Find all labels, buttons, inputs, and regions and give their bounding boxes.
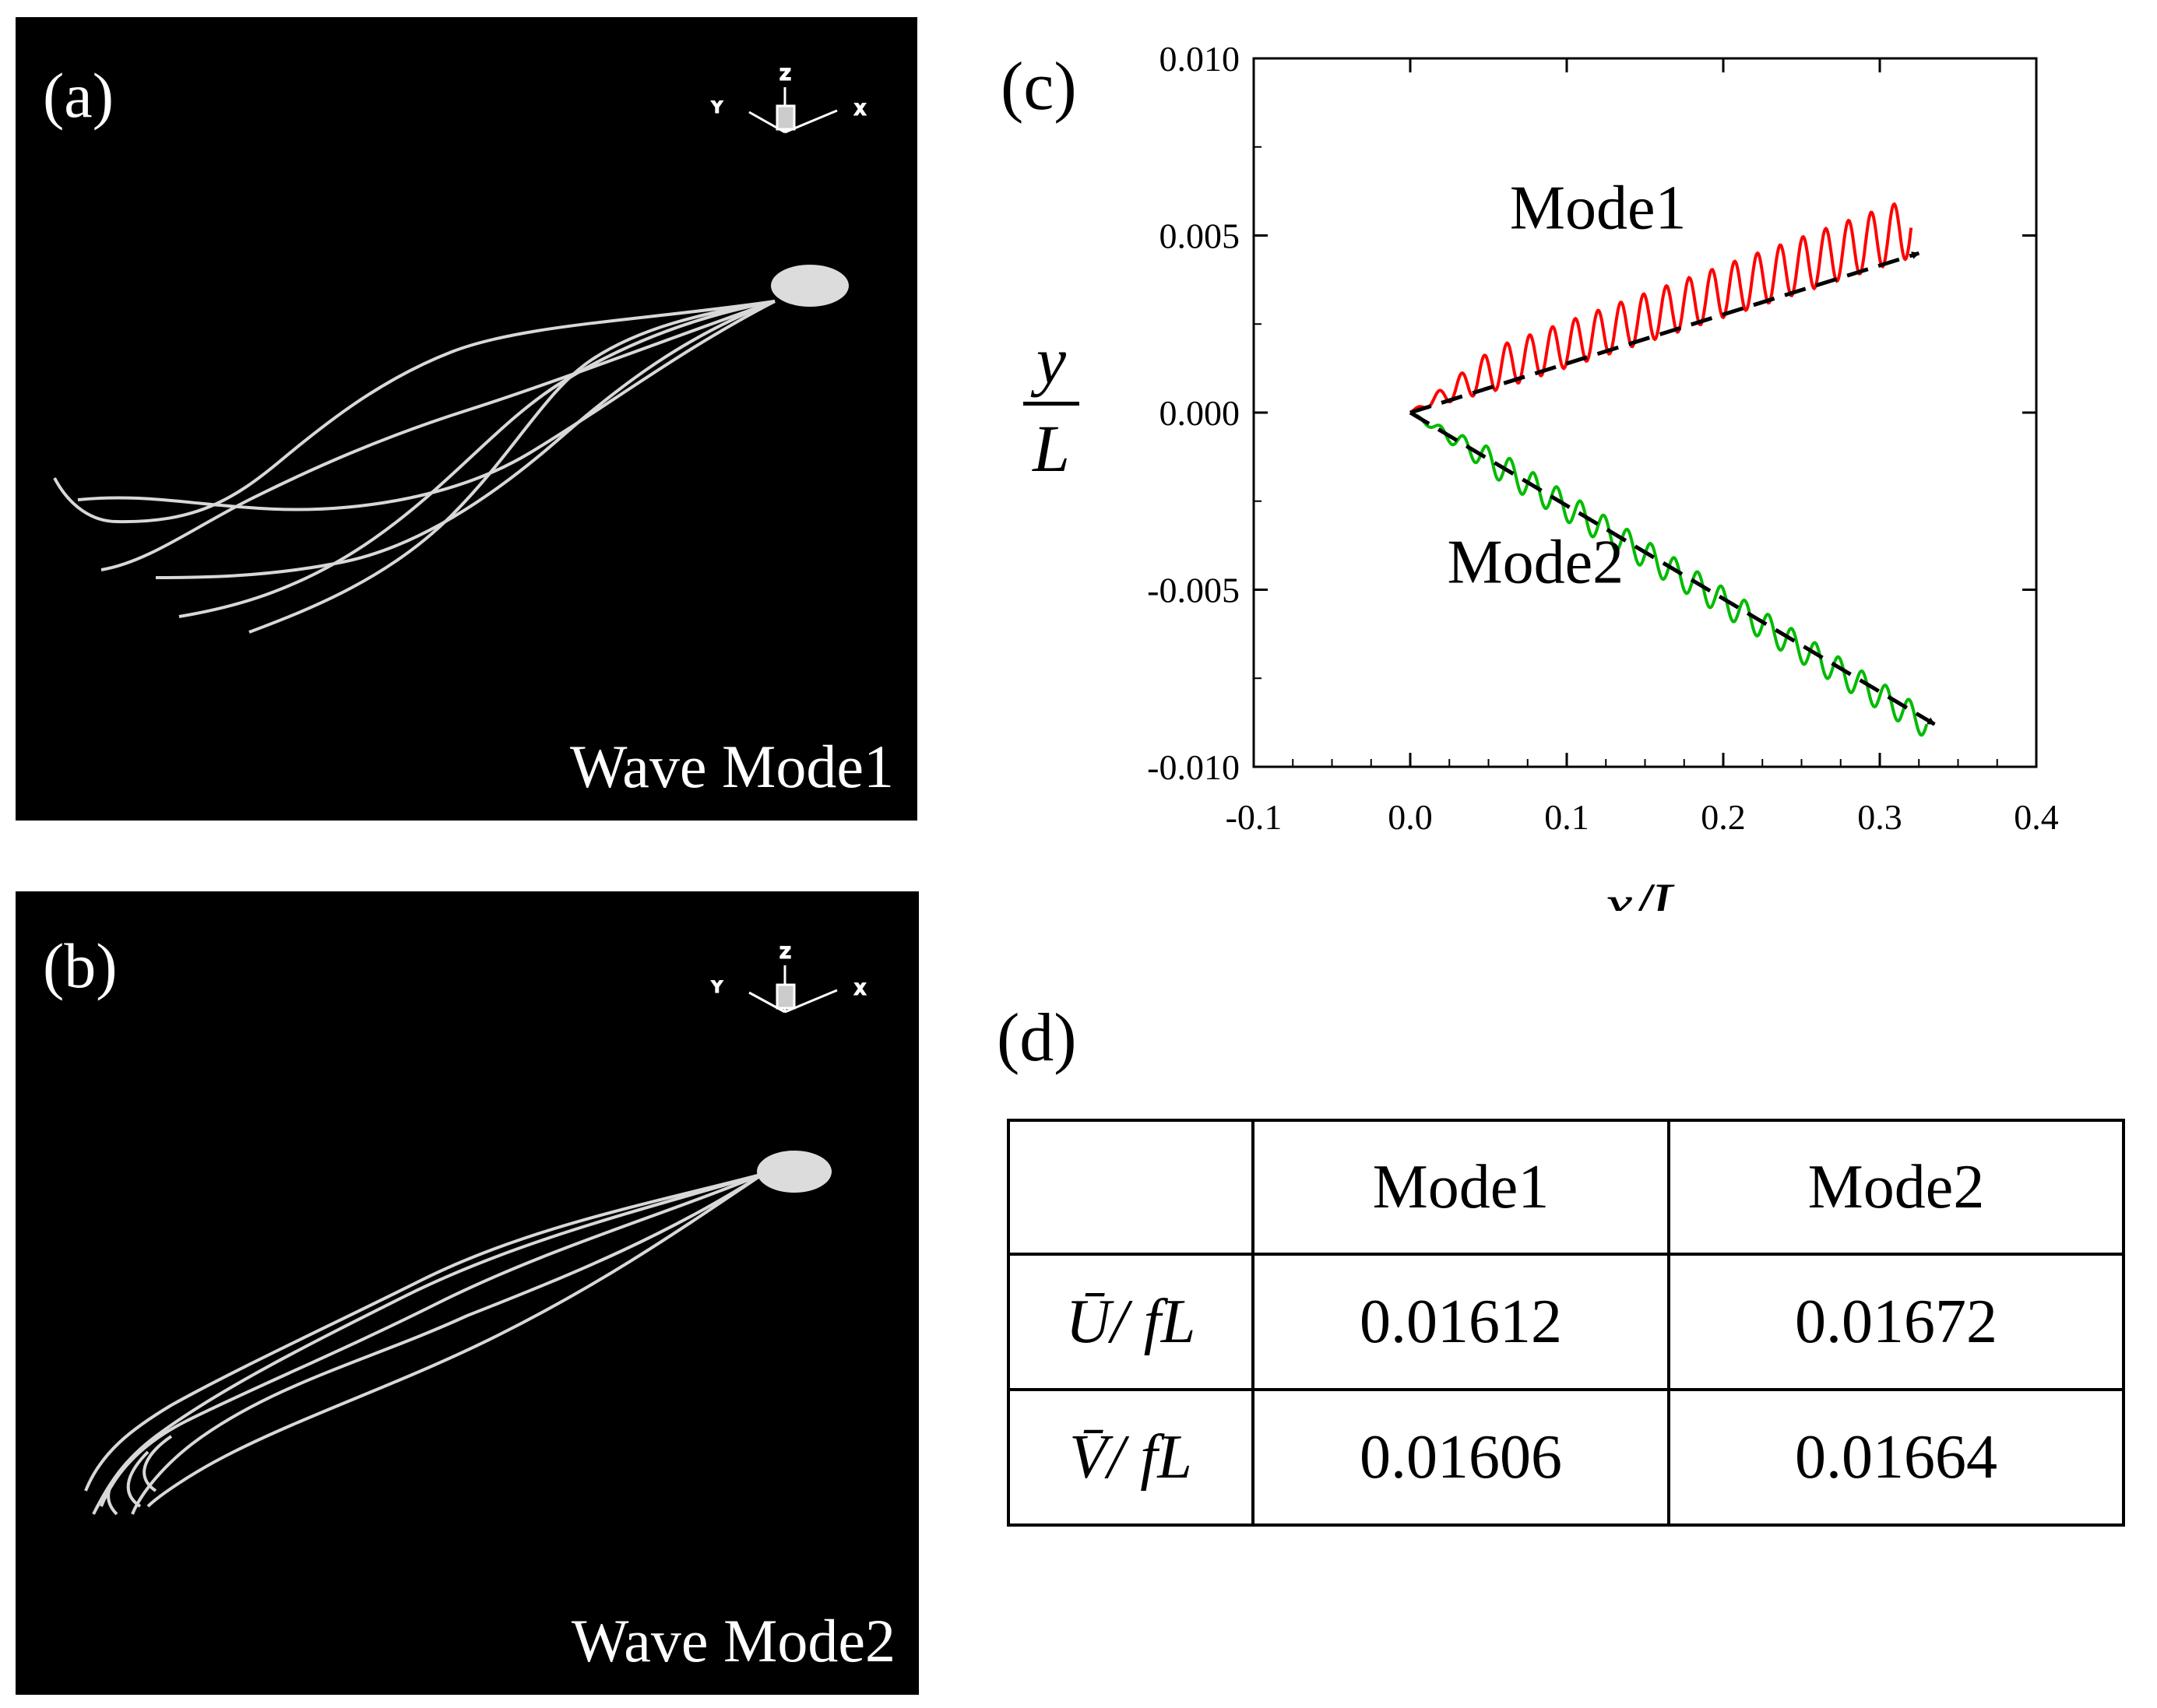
table-cell: 0.01664: [1667, 1388, 2125, 1527]
table-header-mode1: Mode1: [1251, 1119, 1670, 1256]
table-row: Ū/ fL 0.01612 0.01672: [1007, 1253, 2125, 1391]
panel-c-label: (c): [1001, 49, 1077, 125]
table-header-mode2: Mode2: [1667, 1119, 2125, 1256]
svg-text:Y: Y: [712, 979, 722, 996]
flagella-render-mode1: Z X Y: [53, 65, 867, 634]
y-tick-label: 0.005: [1159, 216, 1240, 256]
cell-body-icon: [757, 1151, 832, 1193]
svg-text:X: X: [855, 101, 865, 118]
velocity-table: Mode1 Mode2 Ū/ fL 0.01612 0.01672 V̄/ fL…: [1007, 1119, 2125, 1527]
ylabel-fraction-bar: [1023, 402, 1079, 406]
panel-d-label: (d): [997, 1000, 1077, 1076]
y-tick-label: -0.010: [1147, 747, 1240, 787]
svg-text:Y: Y: [712, 99, 722, 116]
row-label-u: Ū/ fL: [1007, 1253, 1254, 1391]
render-panel-mode1: Z X Y (a) Wave Mode1: [16, 17, 917, 821]
svg-text:X: X: [855, 981, 865, 998]
series-annotation: Mode2: [1447, 528, 1624, 596]
ylabel-numerator: y: [1036, 323, 1067, 398]
chart-xlabel: x/L: [1603, 870, 1686, 911]
series-line-mode2: [1409, 411, 1929, 737]
trajectory-chart: -0.1 0.0 0.1 0.2 0.3 0.4 0.010 0.005 0.000 -0.005…: [1147, 39, 2059, 911]
panel-b-label: (b): [43, 930, 118, 1001]
x-tick-label: 0.0: [1388, 797, 1433, 837]
table-corner-cell: [1007, 1119, 1254, 1256]
ylabel-denominator: L: [1033, 411, 1070, 486]
table-cell: 0.01672: [1667, 1253, 2125, 1391]
table-header-row: Mode1 Mode2: [1007, 1119, 2125, 1256]
cell-body-icon: [771, 265, 849, 307]
svg-text:Z: Z: [780, 66, 790, 83]
row-label-v: V̄/ fL: [1007, 1388, 1254, 1527]
x-tick-label: 0.2: [1701, 797, 1746, 837]
x-tick-label: 0.4: [2014, 797, 2059, 837]
mean-trajectory-arrow: [1409, 410, 1936, 726]
panel-a-label: (a): [43, 60, 114, 131]
mean-trajectory-arrow: [1409, 251, 1920, 415]
x-tick-label: 0.1: [1544, 797, 1589, 837]
panel-b-caption: Wave Mode2: [571, 1607, 896, 1675]
chart-ylabel: y L: [1020, 327, 1082, 482]
svg-text:Z: Z: [780, 944, 790, 961]
flagella-render-mode2: Z X Y: [84, 944, 867, 1516]
render-panel-mode2: Z X Y (b) Wave Mode2: [16, 891, 919, 1695]
table-cell: 0.01612: [1251, 1253, 1670, 1391]
series-annotation: Mode1: [1510, 174, 1687, 242]
flagella-curves: [53, 300, 776, 634]
flagella-curves: [84, 1172, 765, 1516]
x-tick-label: -0.1: [1226, 797, 1283, 837]
axis-triad-icon: Z X Y: [711, 65, 867, 134]
panel-a-caption: Wave Mode1: [569, 733, 894, 800]
y-tick-label: 0.010: [1159, 39, 1240, 79]
axis-triad-icon: Z X Y: [711, 944, 867, 1014]
table-cell: 0.01606: [1251, 1388, 1670, 1527]
plot-frame: [1252, 57, 2038, 768]
x-tick-label: 0.3: [1857, 797, 1902, 837]
y-tick-label: -0.005: [1147, 571, 1240, 610]
y-tick-label: 0.000: [1159, 393, 1240, 433]
table-row: V̄/ fL 0.01606 0.01664: [1007, 1388, 2125, 1527]
